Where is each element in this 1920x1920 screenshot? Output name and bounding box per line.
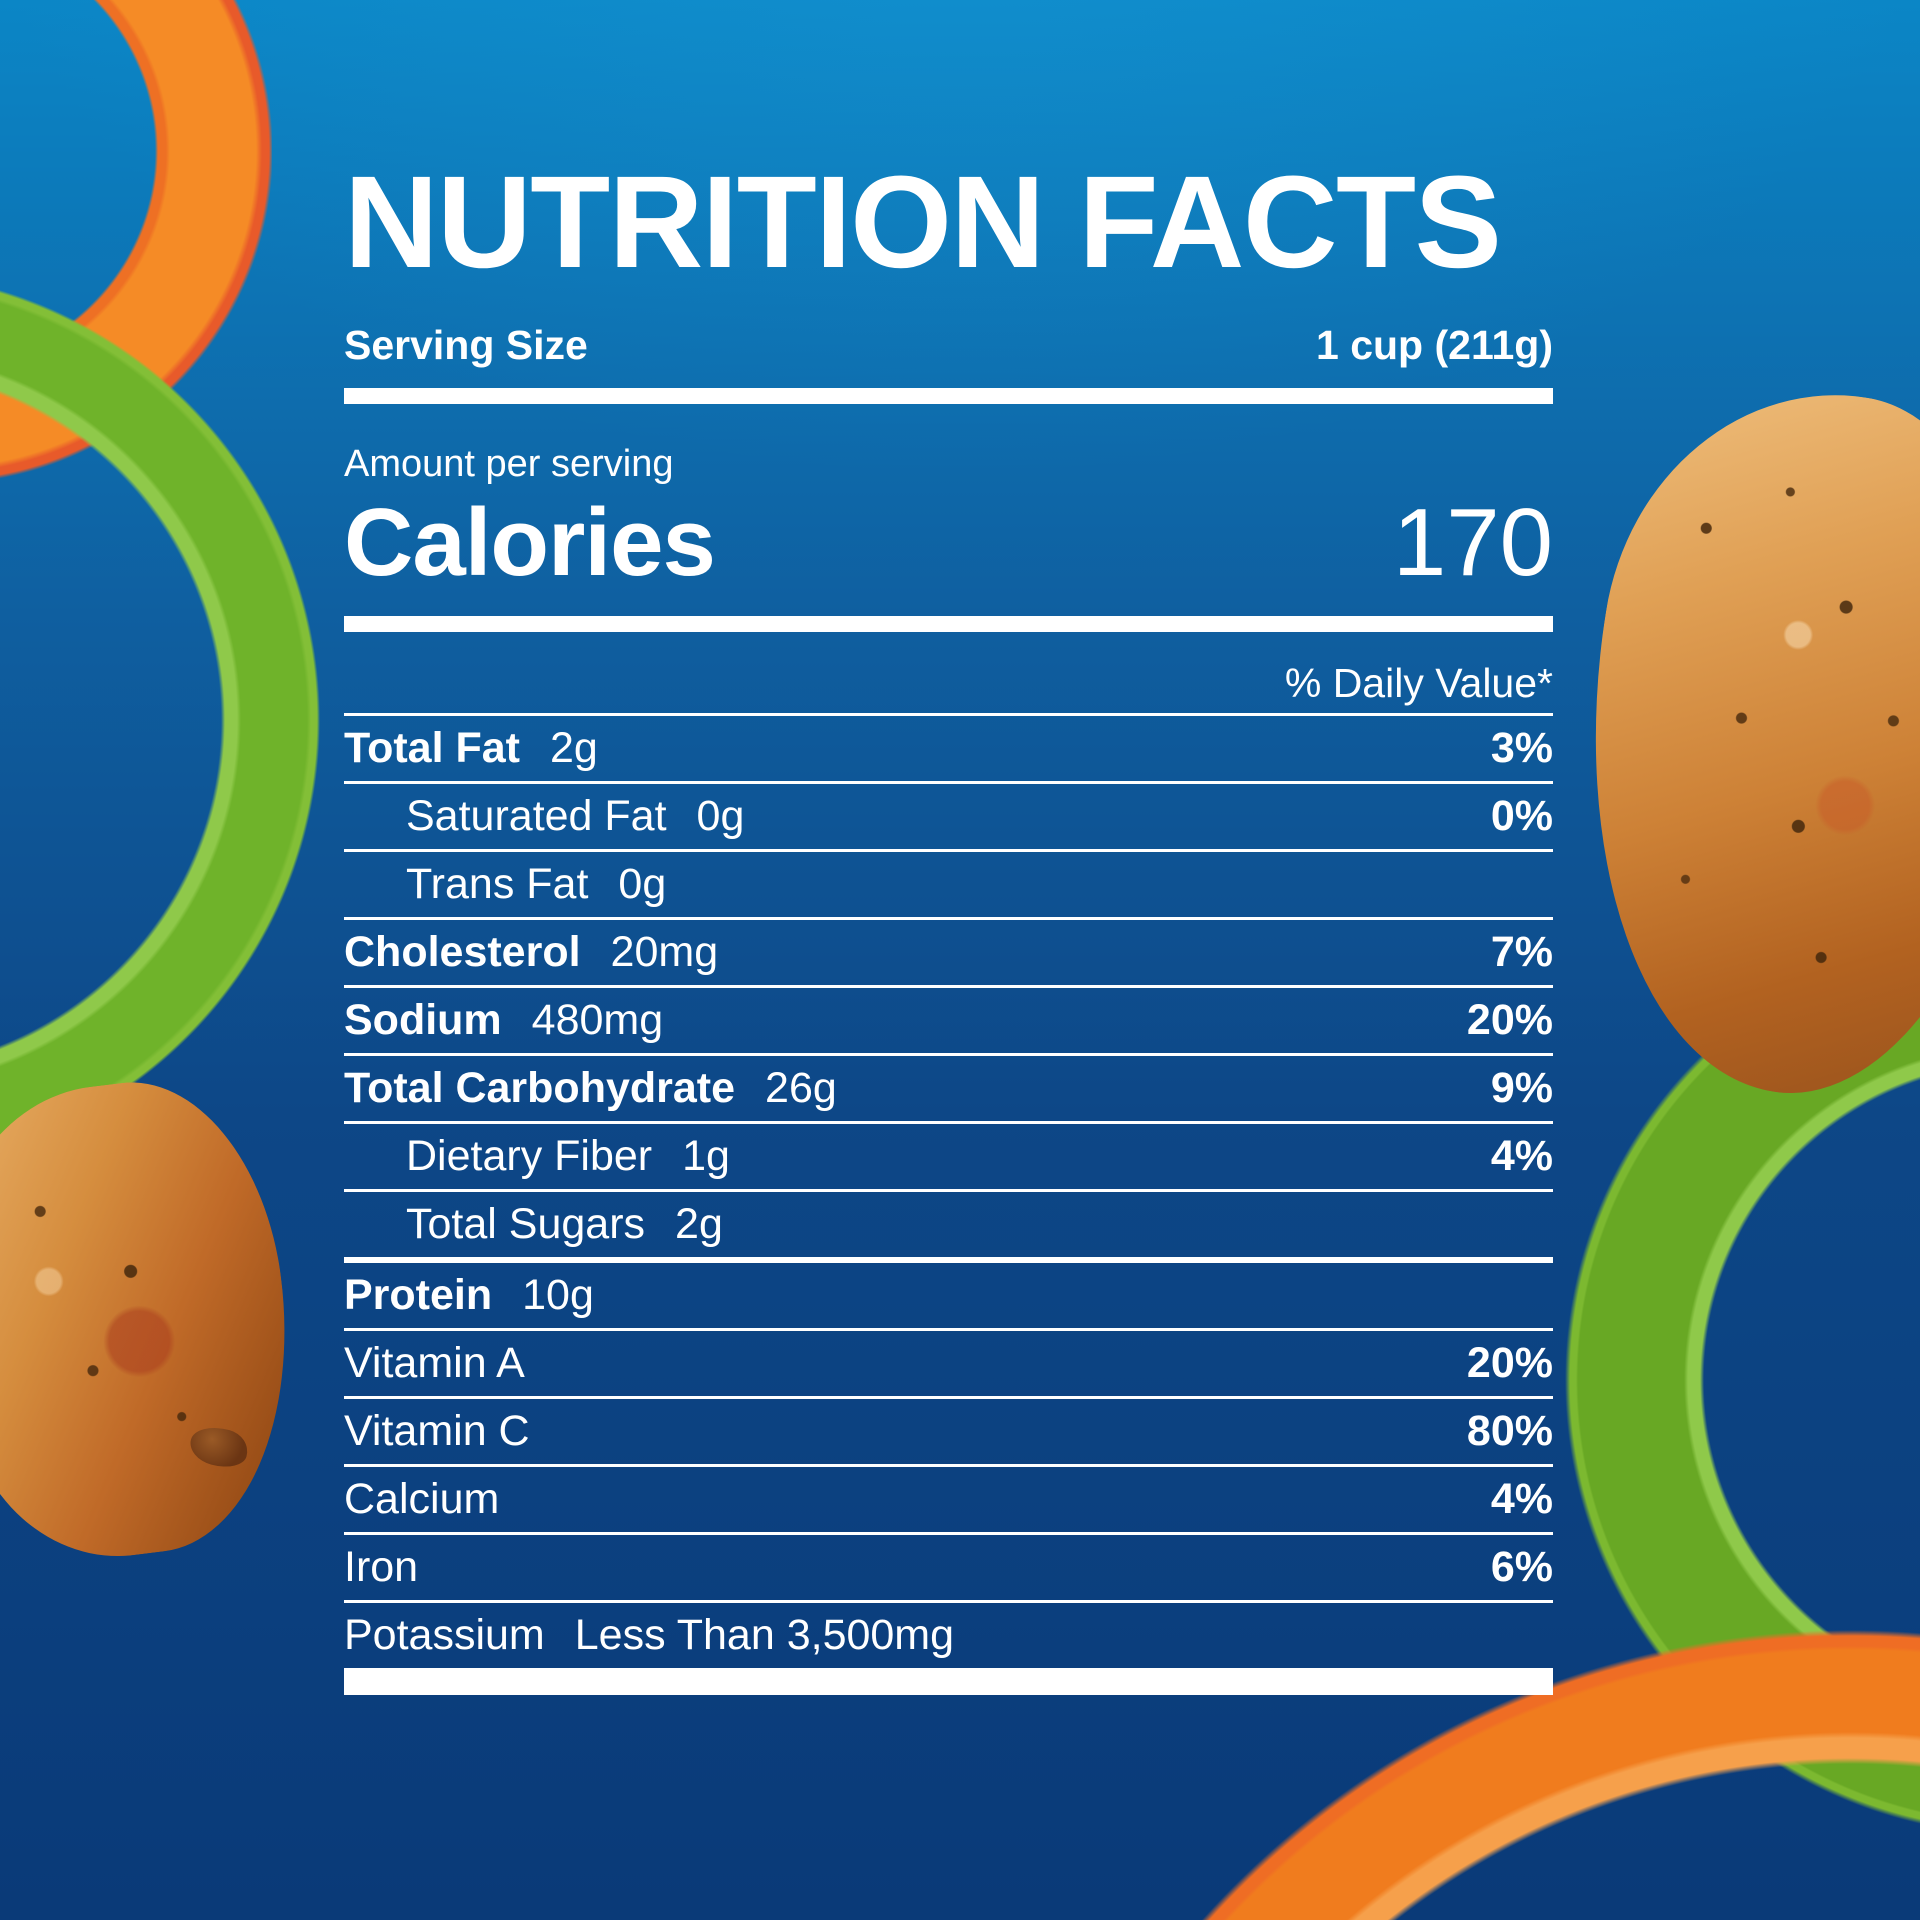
nutrient-amount: 2g — [549, 724, 598, 772]
nutrient-row-cholesterol: Cholesterol 20mg 7% — [344, 917, 1553, 985]
nutrient-daily-value: 4% — [1490, 1475, 1553, 1523]
nutrient-label: Trans Fat — [406, 860, 589, 908]
nutrient-label: Protein — [344, 1271, 493, 1319]
calories-value: 170 — [1392, 489, 1553, 596]
serving-size-label: Serving Size — [344, 322, 588, 368]
divider-bar — [344, 1668, 1553, 1695]
nutrient-amount: 480mg — [531, 996, 664, 1044]
nutrient-label: Vitamin A — [344, 1339, 525, 1387]
grilled-chicken-image — [1535, 362, 1920, 1122]
nutrient-amount: 0g — [618, 860, 667, 908]
nutrient-row-vitamin-a: Vitamin A 20% — [344, 1328, 1553, 1396]
page-title: NUTRITION FACTS — [344, 148, 1502, 295]
green-pepper-ring-image — [0, 271, 320, 1169]
nutrient-label: Cholesterol — [344, 928, 581, 976]
nutrient-row-total-sugars: Total Sugars 2g — [344, 1189, 1553, 1257]
nutrient-label: Saturated Fat — [406, 792, 667, 840]
daily-value-header: % Daily Value* — [1284, 660, 1553, 706]
amount-per-serving-label: Amount per serving — [344, 443, 674, 485]
nutrient-amount: Less Than 3,500mg — [574, 1611, 955, 1659]
divider-bar — [344, 616, 1553, 632]
nutrient-label: Total Fat — [344, 724, 520, 772]
grilled-chicken-image — [0, 1066, 313, 1574]
nutrient-label: Calcium — [344, 1475, 500, 1523]
nutrient-daily-value: 20% — [1466, 996, 1553, 1044]
nutrient-row-trans-fat: Trans Fat 0g — [344, 849, 1553, 917]
nutrient-label: Total Carbohydrate — [344, 1064, 736, 1112]
serving-size-value: 1 cup (211g) — [1316, 322, 1553, 368]
nutrient-daily-value: 20% — [1466, 1339, 1553, 1387]
nutrient-daily-value: 0% — [1490, 792, 1553, 840]
nutrient-label: Total Sugars — [406, 1200, 646, 1248]
serving-size-row: Serving Size 1 cup (211g) — [344, 322, 1553, 369]
nutrient-row-protein: Protein 10g — [344, 1257, 1553, 1328]
nutrient-daily-value: 80% — [1466, 1407, 1553, 1455]
nutrient-amount: 26g — [765, 1064, 837, 1112]
nutrient-label: Sodium — [344, 996, 502, 1044]
nutrient-daily-value: 4% — [1490, 1132, 1553, 1180]
orange-pepper-ring-image — [0, 0, 272, 483]
nutrient-label: Dietary Fiber — [406, 1132, 653, 1180]
nutrient-table: Total Fat 2g 3% Saturated Fat 0g 0% Tran… — [344, 713, 1553, 1695]
nutrient-label: Vitamin C — [344, 1407, 530, 1455]
divider-bar — [344, 388, 1553, 404]
nutrient-amount: 0g — [696, 792, 745, 840]
nutrient-daily-value: 7% — [1490, 928, 1553, 976]
chicken-crumb-image — [186, 1421, 252, 1473]
nutrient-row-potassium: Potassium Less Than 3,500mg — [344, 1600, 1553, 1668]
nutrient-daily-value: 6% — [1490, 1543, 1553, 1591]
calories-label: Calories — [344, 489, 716, 596]
green-pepper-ring-image — [1565, 925, 1920, 1835]
nutrient-label: Potassium — [344, 1611, 545, 1659]
nutrient-row-iron: Iron 6% — [344, 1532, 1553, 1600]
nutrient-row-dietary-fiber: Dietary Fiber 1g 4% — [344, 1121, 1553, 1189]
nutrient-row-total-carbohydrate: Total Carbohydrate 26g 9% — [344, 1053, 1553, 1121]
nutrient-amount: 2g — [675, 1200, 723, 1248]
nutrient-daily-value: 9% — [1490, 1064, 1553, 1112]
nutrient-daily-value: 3% — [1490, 724, 1553, 772]
nutrient-amount: 10g — [522, 1271, 594, 1319]
nutrient-row-sodium: Sodium 480mg 20% — [344, 985, 1553, 1053]
nutrient-row-vitamin-c: Vitamin C 80% — [344, 1396, 1553, 1464]
nutrient-row-calcium: Calcium 4% — [344, 1464, 1553, 1532]
nutrient-amount: 1g — [682, 1132, 730, 1180]
nutrient-row-saturated-fat: Saturated Fat 0g 0% — [344, 781, 1553, 849]
calories-row: Calories 170 — [344, 488, 1553, 598]
nutrient-label: Iron — [344, 1543, 419, 1591]
nutrient-amount: 20mg — [610, 928, 719, 976]
nutrient-row-total-fat: Total Fat 2g 3% — [344, 713, 1553, 781]
